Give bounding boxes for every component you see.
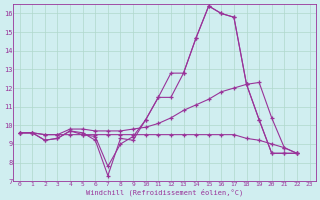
X-axis label: Windchill (Refroidissement éolien,°C): Windchill (Refroidissement éolien,°C) [86, 188, 243, 196]
